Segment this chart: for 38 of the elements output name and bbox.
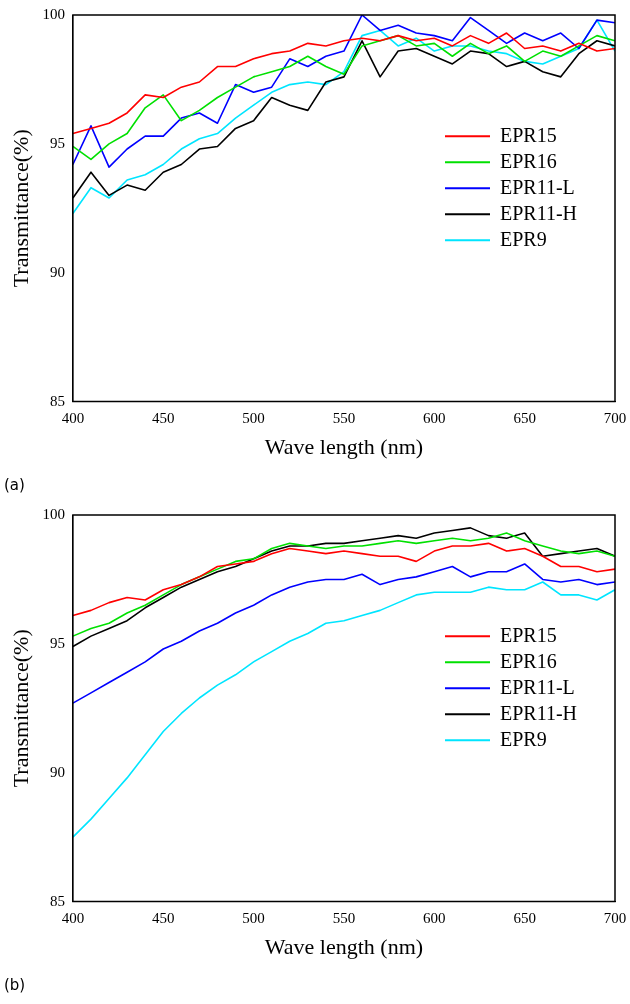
legend-label: EPR11-H (500, 201, 578, 224)
text: (a) (4, 476, 25, 494)
x-tick-label: 700 (603, 409, 627, 426)
x-tick-label: 500 (242, 409, 265, 426)
x-axis-title: Wave length (nm) (264, 433, 424, 459)
x-tick-label: 450 (152, 409, 175, 426)
text: (b) (4, 976, 26, 994)
y-axis-title: Transmittance(%) (7, 129, 33, 288)
y-tick-label: 95 (49, 634, 65, 651)
y-tick-label: 85 (49, 392, 65, 409)
y-tick-label: 100 (42, 5, 65, 22)
legend-label: EPR11-L (500, 675, 575, 698)
x-tick-label: 550 (332, 909, 356, 926)
x-tick-label: 400 (61, 909, 85, 926)
legend-label: EPR15 (500, 623, 557, 646)
legend-label: EPR9 (500, 227, 547, 250)
legend-label: EPR16 (500, 649, 557, 672)
y-tick-label: 95 (49, 134, 65, 151)
x-tick-label: 450 (152, 909, 175, 926)
x-tick-label: 500 (242, 909, 265, 926)
legend-label: EPR15 (500, 123, 557, 146)
y-tick-label: 90 (49, 263, 65, 280)
x-tick-label: 600 (423, 409, 446, 426)
legend-label: EPR11-L (500, 175, 575, 198)
x-tick-label: 650 (513, 409, 536, 426)
legend-label: EPR16 (500, 149, 557, 172)
x-axis-title: Wave length (nm) (264, 933, 424, 959)
y-tick-label: 85 (49, 892, 65, 909)
y-axis-title: Transmittance(%) (7, 629, 33, 788)
x-tick-label: 650 (513, 909, 536, 926)
legend-label: EPR11-H (500, 701, 578, 724)
y-tick-label: 90 (49, 763, 65, 780)
x-tick-label: 400 (61, 409, 85, 426)
x-tick-label: 550 (332, 409, 356, 426)
legend-label: EPR9 (500, 727, 547, 750)
y-tick-label: 100 (42, 505, 65, 522)
x-tick-label: 700 (603, 909, 627, 926)
x-tick-label: 600 (423, 909, 446, 926)
